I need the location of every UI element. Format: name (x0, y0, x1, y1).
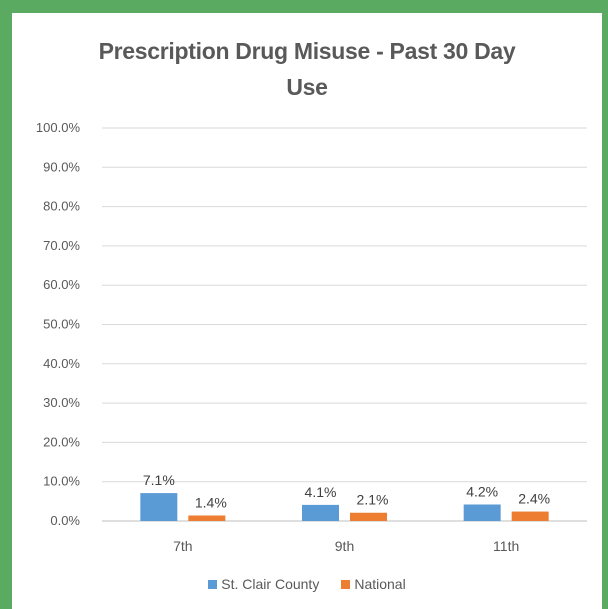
y-tick-label: 80.0% (43, 199, 80, 214)
data-label: 4.2% (466, 483, 498, 499)
data-label: 2.1% (357, 492, 389, 508)
data-label: 2.4% (518, 491, 550, 507)
legend-label-national: National (354, 576, 406, 592)
y-tick-label: 100.0% (36, 120, 81, 135)
data-label: 1.4% (195, 494, 227, 510)
bar (350, 512, 387, 521)
chart-panel: Prescription Drug Misuse - Past 30 Day U… (12, 13, 602, 609)
bar (140, 493, 178, 521)
y-tick-label: 60.0% (43, 277, 80, 292)
chart-title-line-2: Use (286, 74, 328, 100)
legend-item-national: National (341, 576, 406, 592)
y-tick-label: 70.0% (43, 238, 80, 253)
bar (302, 504, 339, 521)
y-tick-label: 20.0% (43, 434, 80, 449)
bar (511, 511, 549, 521)
y-tick-label: 40.0% (43, 356, 80, 371)
y-tick-label: 10.0% (43, 474, 80, 489)
bar-chart: 0.0% 10.0% 20.0% 30.0% 40.0% 50.0% 60.0% 70.0% 8… (36, 120, 587, 554)
chart-legend: St. Clair County National (12, 576, 602, 592)
bar (463, 504, 501, 521)
bar (188, 515, 226, 521)
y-tick-label: 0.0% (50, 513, 80, 528)
y-tick-label: 30.0% (43, 395, 80, 410)
y-tick-label: 90.0% (43, 159, 80, 174)
x-tick-label: 7th (173, 538, 192, 554)
x-tick-label: 9th (335, 538, 354, 554)
legend-swatch-national (341, 579, 351, 589)
y-tick-label: 50.0% (43, 317, 80, 332)
data-label: 4.1% (305, 484, 337, 500)
data-label: 7.1% (143, 472, 175, 488)
legend-swatch-st-clair (208, 579, 218, 589)
chart-title: Prescription Drug Misuse - Past 30 Day U… (12, 33, 602, 105)
legend-item-st-clair: St. Clair County (208, 576, 319, 592)
x-tick-label: 11th (493, 538, 519, 554)
legend-label-st-clair: St. Clair County (221, 576, 320, 592)
chart-title-line-1: Prescription Drug Misuse - Past 30 Day (98, 38, 516, 64)
